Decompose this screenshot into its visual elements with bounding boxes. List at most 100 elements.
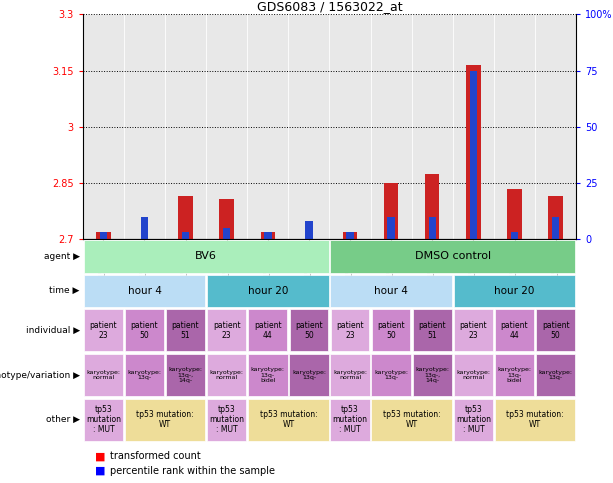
Bar bbox=[124, 398, 205, 440]
Bar bbox=[371, 14, 412, 239]
Bar bbox=[182, 232, 189, 239]
Text: tp53
mutation
: MUT: tp53 mutation : MUT bbox=[86, 405, 121, 434]
Text: karyotype:
13q-
bidel: karyotype: 13q- bidel bbox=[498, 367, 531, 383]
Bar bbox=[428, 216, 436, 239]
Bar bbox=[330, 240, 576, 272]
Bar bbox=[248, 354, 287, 396]
Bar bbox=[100, 232, 107, 239]
Text: patient
44: patient 44 bbox=[501, 321, 528, 340]
Text: ■: ■ bbox=[95, 452, 105, 461]
Text: karyotype:
normal: karyotype: normal bbox=[333, 370, 367, 380]
Text: individual ▶: individual ▶ bbox=[26, 326, 80, 335]
Bar bbox=[470, 71, 477, 239]
Bar bbox=[166, 310, 205, 351]
Text: patient
23: patient 23 bbox=[89, 321, 117, 340]
Bar bbox=[453, 14, 494, 239]
Bar bbox=[288, 14, 330, 239]
Bar bbox=[330, 354, 370, 396]
Bar bbox=[343, 232, 357, 239]
Bar bbox=[330, 14, 371, 239]
Bar bbox=[289, 310, 328, 351]
Bar bbox=[83, 275, 205, 307]
Text: karyotype:
normal: karyotype: normal bbox=[86, 370, 120, 380]
Bar bbox=[289, 354, 329, 396]
Text: karyotype:
13q-: karyotype: 13q- bbox=[292, 370, 326, 380]
Bar bbox=[387, 216, 395, 239]
Bar bbox=[494, 14, 535, 239]
Bar bbox=[412, 14, 453, 239]
Bar bbox=[454, 398, 493, 440]
Bar bbox=[83, 398, 123, 440]
Text: patient
23: patient 23 bbox=[460, 321, 487, 340]
Text: BV6: BV6 bbox=[195, 251, 217, 261]
Bar bbox=[83, 240, 329, 272]
Text: hour 20: hour 20 bbox=[248, 286, 288, 296]
Bar bbox=[330, 275, 452, 307]
Bar bbox=[141, 216, 148, 239]
Text: karyotype:
normal: karyotype: normal bbox=[210, 370, 244, 380]
Text: tp53 mutation:
WT: tp53 mutation: WT bbox=[136, 410, 194, 429]
Bar bbox=[549, 196, 563, 239]
Text: tp53 mutation:
WT: tp53 mutation: WT bbox=[259, 410, 317, 429]
Bar bbox=[508, 188, 522, 239]
Text: agent ▶: agent ▶ bbox=[44, 252, 80, 261]
Bar bbox=[371, 354, 411, 396]
Text: karyotype:
13q-: karyotype: 13q- bbox=[374, 370, 408, 380]
Bar bbox=[454, 275, 576, 307]
Bar bbox=[264, 232, 272, 239]
Text: other ▶: other ▶ bbox=[46, 415, 80, 424]
Bar bbox=[371, 398, 452, 440]
Text: patient
51: patient 51 bbox=[419, 321, 446, 340]
Bar bbox=[248, 398, 329, 440]
Text: time ▶: time ▶ bbox=[49, 286, 80, 295]
Bar bbox=[124, 354, 164, 396]
Bar bbox=[384, 183, 398, 239]
Text: karyotype:
13q-,
14q-: karyotype: 13q-, 14q- bbox=[415, 367, 449, 383]
Text: patient
50: patient 50 bbox=[378, 321, 405, 340]
Text: DMSO control: DMSO control bbox=[415, 251, 491, 261]
Bar bbox=[219, 199, 234, 239]
Bar bbox=[331, 310, 370, 351]
Text: transformed count: transformed count bbox=[110, 452, 201, 461]
Text: tp53
mutation
: MUT: tp53 mutation : MUT bbox=[456, 405, 491, 434]
Text: patient
44: patient 44 bbox=[254, 321, 281, 340]
Bar bbox=[247, 14, 288, 239]
Text: karyotype:
normal: karyotype: normal bbox=[457, 370, 490, 380]
Text: genotype/variation ▶: genotype/variation ▶ bbox=[0, 370, 80, 380]
Text: hour 4: hour 4 bbox=[128, 286, 161, 296]
Bar bbox=[413, 354, 452, 396]
Bar bbox=[207, 398, 246, 440]
Text: karyotype:
13q-,
14q-: karyotype: 13q-, 14q- bbox=[169, 367, 202, 383]
Text: patient
23: patient 23 bbox=[213, 321, 240, 340]
Bar bbox=[346, 232, 354, 239]
Bar bbox=[495, 310, 534, 351]
Bar bbox=[536, 354, 576, 396]
Bar bbox=[511, 232, 518, 239]
Bar bbox=[207, 275, 329, 307]
Bar bbox=[495, 354, 535, 396]
Text: percentile rank within the sample: percentile rank within the sample bbox=[110, 466, 275, 476]
Bar bbox=[466, 65, 481, 239]
Bar bbox=[330, 398, 370, 440]
Bar bbox=[206, 14, 247, 239]
Bar bbox=[413, 310, 452, 351]
Bar bbox=[454, 354, 493, 396]
Bar bbox=[166, 354, 205, 396]
Text: tp53
mutation
: MUT: tp53 mutation : MUT bbox=[332, 405, 368, 434]
Text: ■: ■ bbox=[95, 466, 105, 476]
Bar bbox=[535, 14, 576, 239]
Bar bbox=[96, 231, 110, 239]
Bar bbox=[83, 354, 123, 396]
Bar bbox=[124, 14, 165, 239]
Bar bbox=[248, 310, 287, 351]
Text: tp53
mutation
: MUT: tp53 mutation : MUT bbox=[209, 405, 244, 434]
Text: tp53 mutation:
WT: tp53 mutation: WT bbox=[383, 410, 441, 429]
Title: GDS6083 / 1563022_at: GDS6083 / 1563022_at bbox=[257, 0, 402, 14]
Bar bbox=[84, 310, 123, 351]
Bar bbox=[223, 228, 230, 239]
Bar bbox=[536, 310, 575, 351]
Bar bbox=[425, 173, 440, 239]
Bar bbox=[125, 310, 164, 351]
Text: hour 4: hour 4 bbox=[374, 286, 408, 296]
Bar bbox=[83, 14, 124, 239]
